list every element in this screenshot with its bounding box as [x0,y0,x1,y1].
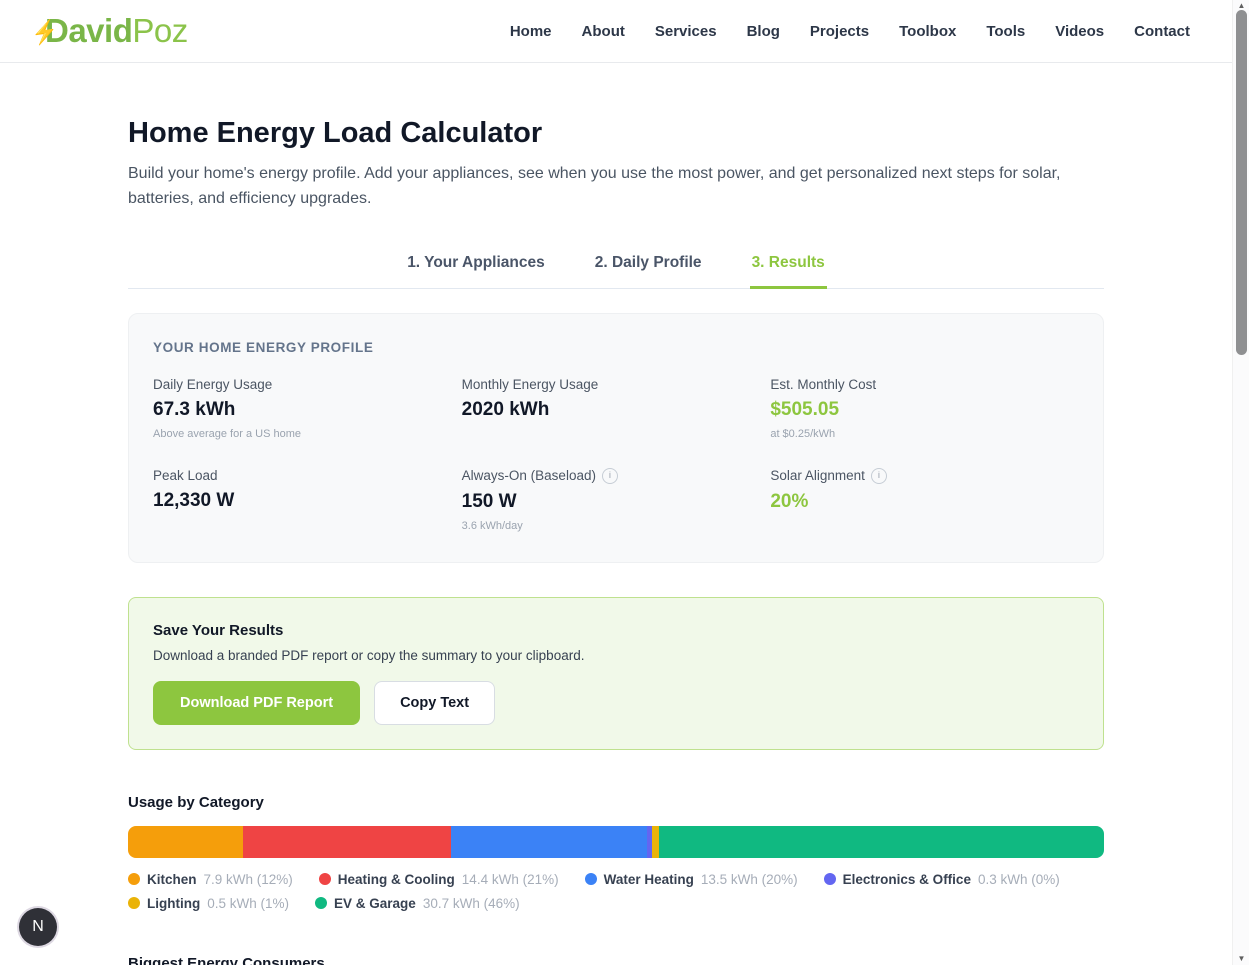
nav-item-services[interactable]: Services [655,23,717,40]
legend-name: Electronics & Office [843,872,971,887]
stat-sub [770,520,1079,521]
stat-peak-load: Peak Load 12,330 W [153,468,462,532]
stat-monthly-energy: Monthly Energy Usage 2020 kWh [462,377,771,440]
nav-item-home[interactable]: Home [510,23,552,40]
download-pdf-button[interactable]: Download PDF Report [153,681,360,725]
stat-sub: 3.6 kWh/day [462,520,771,532]
stat-sub: Above average for a US home [153,428,462,440]
nav-item-tools[interactable]: Tools [986,23,1025,40]
legend-name: EV & Garage [334,896,416,911]
save-results-card: Save Your Results Download a branded PDF… [128,597,1104,750]
stat-value: 67.3 kWh [153,399,462,421]
legend-amount: 0.3 kWh (0%) [978,872,1060,887]
main-nav: Home About Services Blog Projects Toolbo… [510,23,1190,40]
stat-label: Peak Load [153,468,218,483]
profile-heading: YOUR HOME ENERGY PROFILE [153,340,1079,355]
nav-item-about[interactable]: About [582,23,625,40]
brand-logo[interactable]: ⚡ David Poz [35,12,188,50]
site-header: ⚡ David Poz Home About Services Blog Pro… [0,0,1232,63]
legend-item-ev-garage: EV & Garage 30.7 kWh (46%) [315,896,520,911]
page-scrollbar[interactable]: ▲ ▼ [1232,0,1249,965]
step-tabs: 1. Your Appliances 2. Daily Profile 3. R… [128,248,1104,289]
bar-segment-lighting [652,826,659,858]
stat-label: Daily Energy Usage [153,377,272,392]
legend-amount: 30.7 kWh (46%) [423,896,520,911]
viewport: ⚡ David Poz Home About Services Blog Pro… [0,0,1249,965]
legend-amount: 13.5 kWh (20%) [701,872,798,887]
legend-name: Water Heating [604,872,694,887]
scrollbar-thumb[interactable] [1236,10,1247,355]
legend-dot-icon [585,873,597,885]
info-icon[interactable]: i [871,468,887,484]
scroll-down-arrow-icon[interactable]: ▼ [1233,953,1249,965]
lightning-bolt-icon: ⚡ [29,18,59,47]
legend-item-heating-cooling: Heating & Cooling 14.4 kWh (21%) [319,872,559,887]
legend-dot-icon [824,873,836,885]
stats-grid: Daily Energy Usage 67.3 kWh Above averag… [153,377,1079,532]
save-results-title: Save Your Results [153,622,1079,639]
nav-item-toolbox[interactable]: Toolbox [899,23,956,40]
stat-sub [153,519,462,520]
stat-sub: at $0.25/kWh [770,428,1079,440]
page-subtitle: Build your home's energy profile. Add yo… [128,162,1078,212]
stat-value: 12,330 W [153,490,462,512]
bar-segment-water-heating [451,826,647,858]
nav-item-contact[interactable]: Contact [1134,23,1190,40]
tab-your-appliances[interactable]: 1. Your Appliances [405,248,547,289]
legend-item-lighting: Lighting 0.5 kWh (1%) [128,896,289,911]
brand-name-light: Poz [132,12,187,50]
nav-item-videos[interactable]: Videos [1055,23,1104,40]
legend-dot-icon [128,873,140,885]
stat-label: Est. Monthly Cost [770,377,876,392]
save-actions: Download PDF Report Copy Text [153,681,1079,725]
legend-dot-icon [128,897,140,909]
legend-item-water-heating: Water Heating 13.5 kWh (20%) [585,872,798,887]
stat-value: 20% [770,491,1079,513]
legend-item-electronics-office: Electronics & Office 0.3 kWh (0%) [824,872,1060,887]
save-results-description: Download a branded PDF report or copy th… [153,648,1079,663]
usage-stacked-bar [128,826,1104,858]
stat-daily-energy: Daily Energy Usage 67.3 kWh Above averag… [153,377,462,440]
page: ⚡ David Poz Home About Services Blog Pro… [0,0,1232,965]
stat-baseload: Always-On (Baseload) i 150 W 3.6 kWh/day [462,468,771,532]
stat-monthly-cost: Est. Monthly Cost $505.05 at $0.25/kWh [770,377,1079,440]
floating-n-badge[interactable]: N [19,908,57,946]
brand-name-bold: David [45,12,132,50]
bar-segment-kitchen [128,826,243,858]
legend-name: Heating & Cooling [338,872,455,887]
tab-daily-profile[interactable]: 2. Daily Profile [593,248,704,289]
stat-label: Solar Alignment [770,468,865,483]
legend-dot-icon [319,873,331,885]
stat-solar-alignment: Solar Alignment i 20% [770,468,1079,532]
legend-name: Lighting [147,896,200,911]
legend-item-kitchen: Kitchen 7.9 kWh (12%) [128,872,293,887]
legend-amount: 14.4 kWh (21%) [462,872,559,887]
info-icon[interactable]: i [602,468,618,484]
legend-dot-icon [315,897,327,909]
page-title: Home Energy Load Calculator [128,117,1104,150]
energy-profile-card: YOUR HOME ENERGY PROFILE Daily Energy Us… [128,313,1104,563]
usage-by-category-heading: Usage by Category [128,794,1104,811]
nav-item-projects[interactable]: Projects [810,23,869,40]
legend-amount: 7.9 kWh (12%) [204,872,293,887]
biggest-consumers-heading: Biggest Energy Consumers [128,955,1104,965]
stat-sub [462,428,771,429]
stat-label: Monthly Energy Usage [462,377,599,392]
stat-value: 150 W [462,491,771,513]
bar-segment-heating-cooling [243,826,452,858]
bar-segment-ev-garage [659,826,1104,858]
nav-item-blog[interactable]: Blog [747,23,780,40]
main-content: Home Energy Load Calculator Build your h… [128,117,1104,965]
legend-name: Kitchen [147,872,197,887]
copy-text-button[interactable]: Copy Text [374,681,495,725]
usage-legend: Kitchen 7.9 kWh (12%) Heating & Cooling … [128,872,1104,911]
stat-value: 2020 kWh [462,399,771,421]
tab-results[interactable]: 3. Results [750,248,827,289]
legend-amount: 0.5 kWh (1%) [207,896,289,911]
stat-label: Always-On (Baseload) [462,468,596,483]
stat-value: $505.05 [770,399,1079,421]
